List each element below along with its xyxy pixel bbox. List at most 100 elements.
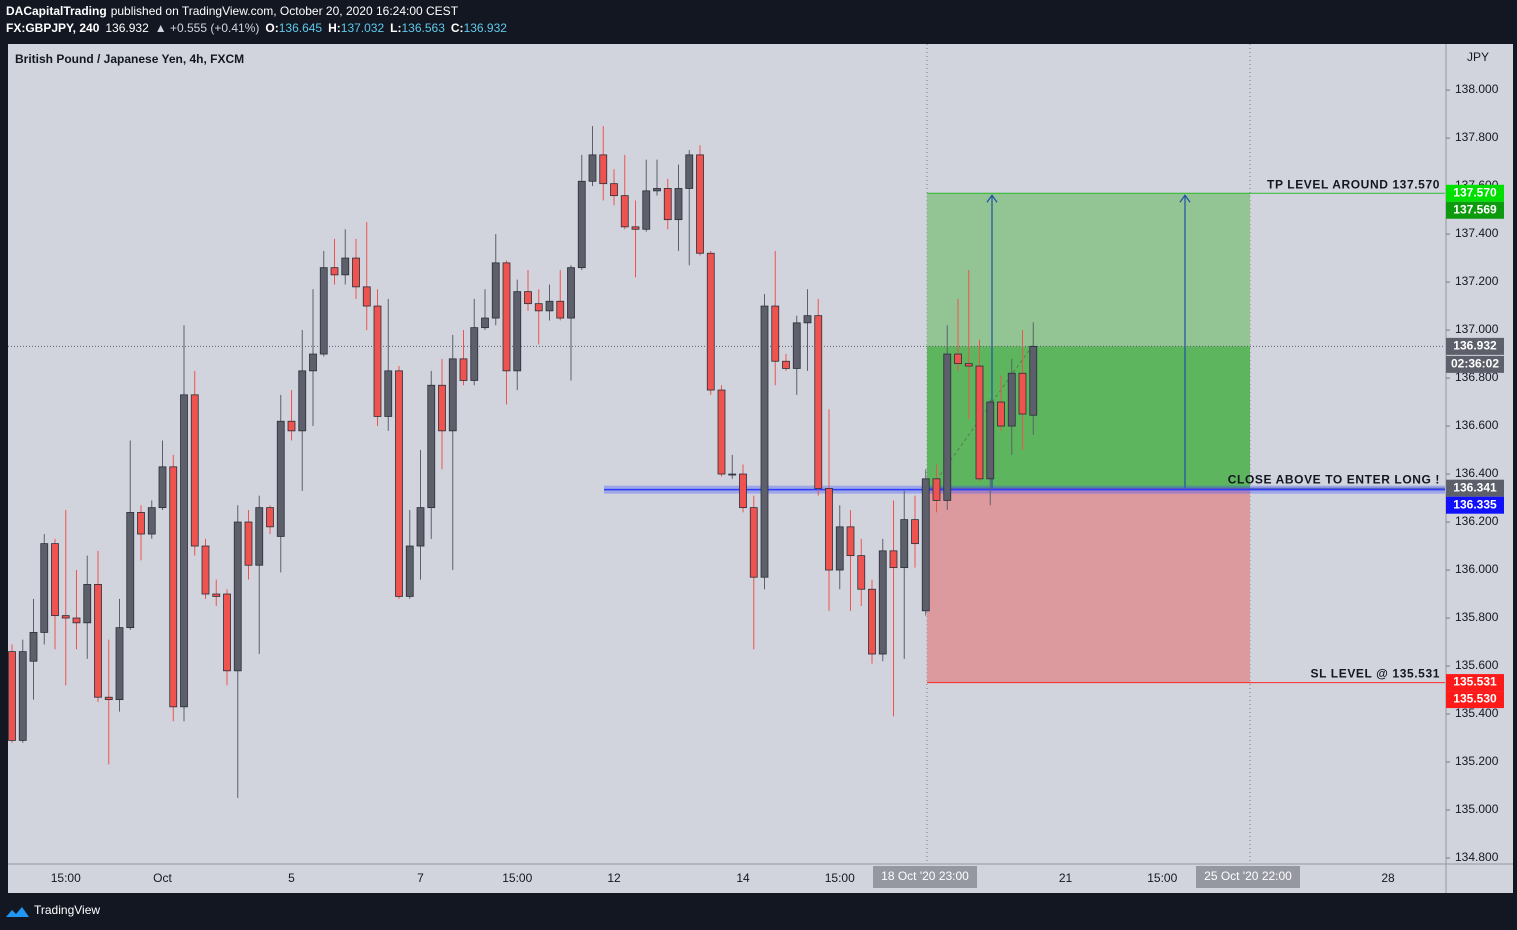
level-annotation: SL LEVEL @ 135.531 [1311, 667, 1440, 681]
price-tag [1446, 479, 1504, 497]
price-tag-label: 135.531 [1453, 675, 1497, 689]
candle-body [663, 188, 672, 221]
candle-body [900, 519, 909, 569]
y-tick-label: 134.800 [1455, 850, 1499, 864]
ohlc-label: H: [328, 21, 341, 35]
countdown-tag [1446, 355, 1504, 373]
price-tag-label: 135.530 [1453, 692, 1497, 706]
candle-body [792, 322, 801, 369]
countdown-tag-label: 02:36:02 [1451, 357, 1499, 371]
ohlc-label: L: [390, 21, 401, 35]
open-profit-zone [927, 346, 1250, 489]
x-tick-label: 15:00 [825, 871, 855, 885]
candle-body [8, 651, 16, 741]
candle-body [470, 327, 479, 381]
candle-body [717, 389, 726, 475]
candle-body [739, 473, 747, 509]
y-tick-label: 136.600 [1455, 418, 1499, 432]
y-tick-label: 135.000 [1455, 802, 1499, 816]
y-tick-label: 135.600 [1455, 658, 1499, 672]
x-tick-label: Oct [153, 871, 172, 885]
ohlc-value: 136.563 [402, 21, 446, 35]
x-tick-label: 7 [417, 871, 424, 885]
price-tag [1446, 337, 1504, 355]
candle-body [835, 526, 844, 571]
ohlc-value: 137.032 [341, 21, 385, 35]
range-label: 18 Oct '20 23:00 [881, 869, 969, 883]
candle-body [964, 363, 973, 367]
y-tick-label: 135.800 [1455, 610, 1499, 624]
candle-body [309, 353, 317, 372]
candle-body [653, 188, 661, 192]
x-tick-label: 14 [736, 871, 750, 885]
y-tick-label: 135.200 [1455, 754, 1499, 768]
candle-body [1007, 372, 1016, 427]
price-tag [1446, 184, 1504, 202]
price-tag-label: 136.335 [1453, 497, 1497, 511]
candle-body [706, 252, 715, 391]
candle-body [954, 353, 962, 365]
candle-body [491, 262, 500, 319]
price-tag-label: 136.932 [1453, 339, 1497, 353]
level-annotation: TP LEVEL AROUND 137.570 [1267, 177, 1440, 191]
candle-body [83, 584, 92, 624]
candle-body [674, 188, 683, 221]
candle-body [556, 300, 565, 319]
candle-body [803, 315, 812, 324]
candle-body [373, 305, 382, 417]
candle-body [567, 267, 575, 319]
candle-body [147, 507, 156, 535]
candle-body [889, 550, 898, 569]
candle-body [126, 512, 135, 629]
candle-body [868, 588, 876, 655]
candle-body [405, 545, 414, 597]
candle-body [330, 267, 339, 276]
price-tag-label: 137.569 [1453, 202, 1497, 216]
candle-body [1029, 345, 1038, 416]
candle-body [18, 651, 27, 741]
candle-body [72, 617, 81, 624]
candle-body [588, 154, 597, 182]
candle-body [104, 696, 113, 701]
candle-body [524, 291, 532, 305]
x-tick-label: 12 [607, 871, 621, 885]
candle-body [137, 512, 145, 535]
candle-body [416, 507, 425, 547]
candle-body [997, 401, 1005, 427]
candle-body [384, 370, 393, 417]
x-tick-label: 5 [288, 871, 295, 885]
price-unit: JPY [1467, 50, 1489, 64]
level-annotation: CLOSE ABOVE TO ENTER LONG ! [1228, 472, 1440, 486]
ohlc-value: 136.932 [464, 21, 508, 35]
x-tick-label: 15:00 [502, 871, 532, 885]
y-tick-label: 136.000 [1455, 562, 1499, 576]
candle-body [233, 521, 242, 672]
candle-body [857, 555, 866, 590]
candle-body [51, 543, 59, 617]
price-tag [1446, 674, 1504, 692]
chart-pane [8, 44, 1513, 893]
ohlc-label: C: [451, 21, 464, 35]
range-label: 25 Oct '20 22:00 [1204, 869, 1292, 883]
y-tick-label: 136.200 [1455, 514, 1499, 528]
candle-body [223, 593, 231, 672]
candle-body [728, 473, 737, 476]
candle-body [352, 257, 360, 288]
candle-body [244, 521, 253, 566]
y-tick-label: 137.400 [1455, 226, 1499, 240]
candle-body [760, 305, 769, 578]
y-tick-label: 136.800 [1455, 370, 1499, 384]
brand: TradingView [34, 903, 100, 917]
candle-body [276, 420, 285, 537]
candle-body [298, 370, 307, 432]
price-tag-label: 136.341 [1453, 480, 1497, 494]
candle-body [158, 466, 167, 509]
candle-body [395, 370, 403, 597]
x-tick-label: 21 [1059, 871, 1073, 885]
last-price: 136.932 [105, 21, 149, 35]
y-tick-label: 137.800 [1455, 130, 1499, 144]
candle-body [577, 180, 586, 269]
footer-logo: TradingView [6, 903, 100, 917]
candle-body [266, 507, 274, 528]
